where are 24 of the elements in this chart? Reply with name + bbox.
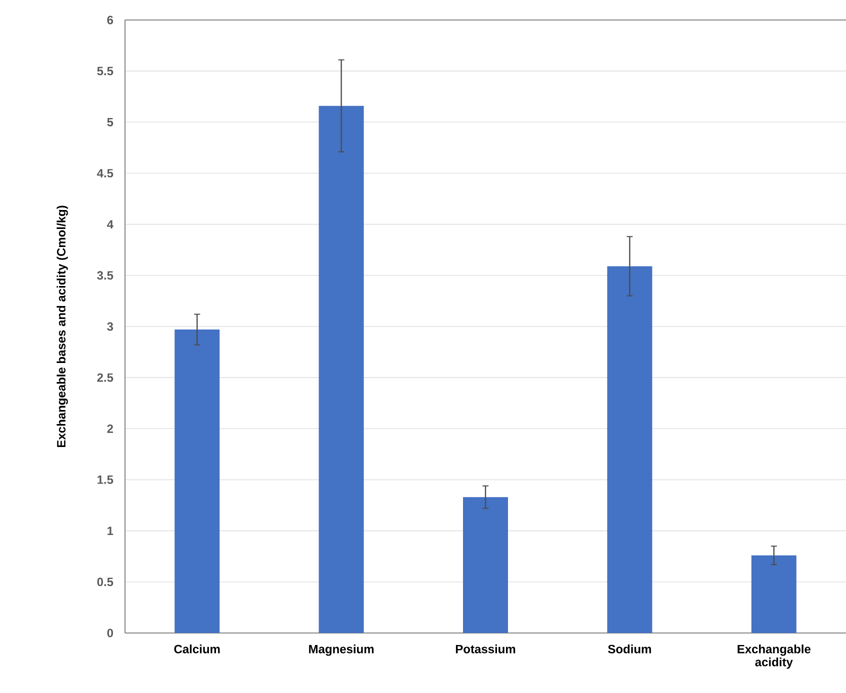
bar [174,330,220,633]
y-tick-label: 5 [107,118,114,126]
y-tick-label: 1.5 [98,476,114,484]
x-tick-label: Potassium [456,644,516,654]
bar [607,266,652,633]
y-tick-label: 4.5 [96,169,114,178]
y-tick-label: 2 [107,424,113,433]
y-tick-label: 0 [107,628,113,638]
y-tick-label: 0.5 [97,578,114,586]
x-tick-label: Calcium [174,644,220,654]
y-tick-label: 3 [107,322,114,331]
y-tick-label: 1 [108,526,114,535]
x-tick-label: Magnesium [309,644,374,656]
y-tick-label: 3.5 [97,271,114,280]
y-axis-title: Exchangeable bases and acidity (Cmol/kg) [56,206,68,448]
y-tick-label: 4 [106,220,114,228]
bar [751,555,796,633]
x-tick-label: Sodium [608,644,651,654]
y-tick-label: 5.5 [97,66,114,76]
bar [463,497,508,633]
y-tick-label: 6 [107,16,114,24]
x-tick-label: Exchangable acidity [738,644,810,669]
bar [318,106,364,633]
y-tick-label: 2.5 [97,373,114,382]
